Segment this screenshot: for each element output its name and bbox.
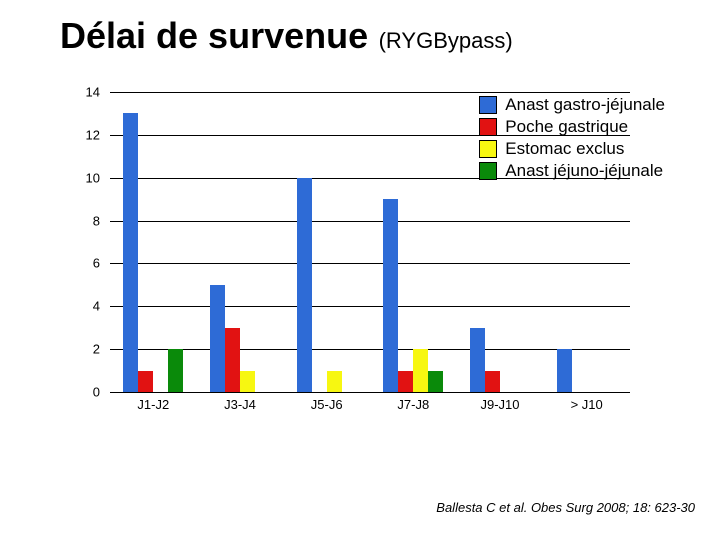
bar-anast_gastro	[557, 349, 572, 392]
legend-item: Estomac exclus	[479, 139, 665, 159]
bar-anast_jejuno	[168, 349, 183, 392]
legend-item: Anast jéjuno-jéjunale	[479, 161, 665, 181]
chart-title: Délai de survenue (RYGBypass)	[60, 15, 513, 57]
y-tick-label: 2	[70, 342, 100, 357]
bar-anast_gastro	[210, 285, 225, 392]
x-tick-label: J7-J8	[397, 397, 429, 412]
x-tick-label: J9-J10	[480, 397, 519, 412]
legend-item: Anast gastro-jéjunale	[479, 95, 665, 115]
bar-poche_gastrique	[485, 371, 500, 392]
bar-poche_gastrique	[398, 371, 413, 392]
legend-swatch-icon	[479, 140, 497, 158]
x-tick-label: J5-J6	[311, 397, 343, 412]
y-tick-label: 14	[70, 85, 100, 100]
legend-label: Poche gastrique	[505, 117, 628, 137]
bar-anast_gastro	[297, 178, 312, 392]
slide: Délai de survenue (RYGBypass) 0 2 4 6 8 10 12 1…	[0, 0, 720, 540]
y-tick-label: 10	[70, 170, 100, 185]
x-tick-label: J1-J2	[137, 397, 169, 412]
bar-poche_gastrique	[225, 328, 240, 392]
gridline	[110, 306, 630, 307]
title-main: Délai de survenue	[60, 15, 368, 56]
title-sub: (RYGBypass)	[379, 28, 513, 53]
y-tick-label: 8	[70, 213, 100, 228]
y-tick-label: 0	[70, 385, 100, 400]
x-tick-label: > J10	[571, 397, 603, 412]
bar-anast_gastro	[383, 199, 398, 392]
gridline	[110, 92, 630, 93]
x-tick-label: J3-J4	[224, 397, 256, 412]
legend-label: Anast gastro-jéjunale	[505, 95, 665, 115]
bar-anast_gastro	[123, 113, 138, 392]
bar-anast_gastro	[470, 328, 485, 392]
gridline	[110, 263, 630, 264]
y-tick-label: 6	[70, 256, 100, 271]
legend: Anast gastro-jéjunalePoche gastriqueEsto…	[479, 95, 665, 183]
legend-label: Estomac exclus	[505, 139, 624, 159]
bar-anast_jejuno	[428, 371, 443, 392]
gridline	[110, 221, 630, 222]
bar-estomac_exclus	[327, 371, 342, 392]
y-tick-label: 4	[70, 299, 100, 314]
legend-item: Poche gastrique	[479, 117, 665, 137]
legend-label: Anast jéjuno-jéjunale	[505, 161, 663, 181]
gridline	[110, 392, 630, 393]
citation: Ballesta C et al. Obes Surg 2008; 18: 62…	[436, 500, 695, 515]
legend-swatch-icon	[479, 162, 497, 180]
legend-swatch-icon	[479, 118, 497, 136]
legend-swatch-icon	[479, 96, 497, 114]
bar-estomac_exclus	[413, 349, 428, 392]
bar-estomac_exclus	[240, 371, 255, 392]
gridline	[110, 349, 630, 350]
bar-poche_gastrique	[138, 371, 153, 392]
y-tick-label: 12	[70, 127, 100, 142]
